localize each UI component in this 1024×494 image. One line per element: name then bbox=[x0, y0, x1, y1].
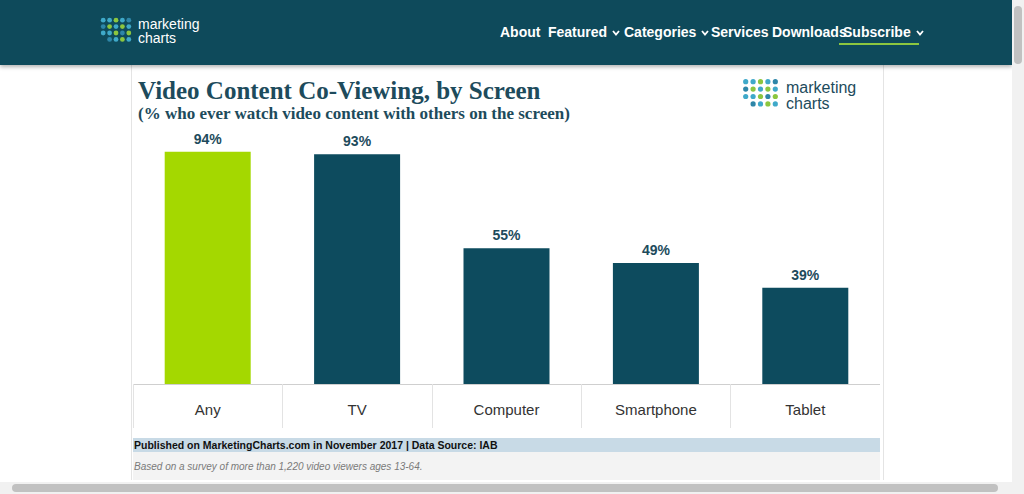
svg-text:Video Content Co-Viewing, by S: Video Content Co-Viewing, by Screen bbox=[138, 77, 541, 104]
html-text:Categories: Categories bbox=[624, 24, 697, 40]
svg-text:Tablet: Tablet bbox=[785, 401, 826, 418]
html-text:Published on MarketingCharts.c: Published on MarketingCharts.com in Nove… bbox=[134, 439, 498, 451]
html-text:Based on a survey of more than: Based on a survey of more than 1,220 vid… bbox=[134, 461, 423, 472]
html-text:charts: charts bbox=[786, 95, 830, 112]
html-text:About: About bbox=[500, 24, 541, 40]
svg-text:55%: 55% bbox=[492, 227, 521, 243]
svg-text:Computer: Computer bbox=[474, 401, 540, 418]
html-text:Services Downloads: Services Downloads bbox=[711, 24, 847, 40]
html-text:charts: charts bbox=[138, 30, 177, 46]
svg-text:(% who ever watch video conten: (% who ever watch video content with oth… bbox=[138, 104, 570, 123]
svg-text:Any: Any bbox=[195, 401, 221, 418]
svg-text:94%: 94% bbox=[194, 131, 223, 147]
svg-text:49%: 49% bbox=[642, 242, 671, 258]
html-text:Featured: Featured bbox=[548, 24, 608, 40]
svg-text:Smartphone: Smartphone bbox=[615, 401, 697, 418]
svg-text:TV: TV bbox=[348, 401, 367, 418]
svg-text:39%: 39% bbox=[791, 267, 820, 283]
html-text:marketing: marketing bbox=[786, 79, 857, 96]
svg-text:93%: 93% bbox=[343, 133, 372, 149]
html-text:Subscribe: Subscribe bbox=[843, 24, 911, 40]
html-text:marketing: marketing bbox=[138, 16, 200, 32]
